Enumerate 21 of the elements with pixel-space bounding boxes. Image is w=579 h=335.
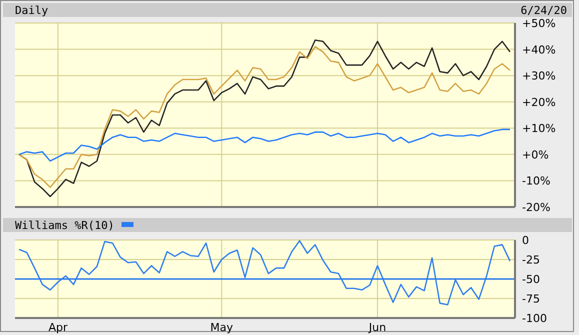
y-tick-label: 0 xyxy=(522,234,529,247)
y-tick-label: -50 xyxy=(522,273,540,286)
y-tick-label: -10% xyxy=(522,174,550,188)
y-tick-label: +50% xyxy=(522,17,556,30)
y-tick-label: +30% xyxy=(522,70,556,83)
y-tick-label: -20% xyxy=(522,201,550,214)
legend-label: Williams %R(10) xyxy=(15,219,114,232)
y-tick-label: +20% xyxy=(522,96,556,109)
chart-title: Daily xyxy=(15,4,48,17)
x-tick-label: Jun xyxy=(368,321,386,334)
line-series xyxy=(18,128,511,162)
x-tick-label: May xyxy=(210,321,234,334)
text: 6/24/20 xyxy=(520,4,567,17)
y-tick-label: -25 xyxy=(522,254,540,266)
y-tick-label: -75 xyxy=(522,292,540,306)
y-tick-label: -100 xyxy=(522,312,547,325)
y-tick-label: +0% xyxy=(522,148,549,162)
x-tick-label: Apr xyxy=(48,321,68,334)
line-series xyxy=(18,240,511,306)
y-tick-label: +40% xyxy=(522,43,556,56)
y-tick-label: +10% xyxy=(522,122,556,136)
